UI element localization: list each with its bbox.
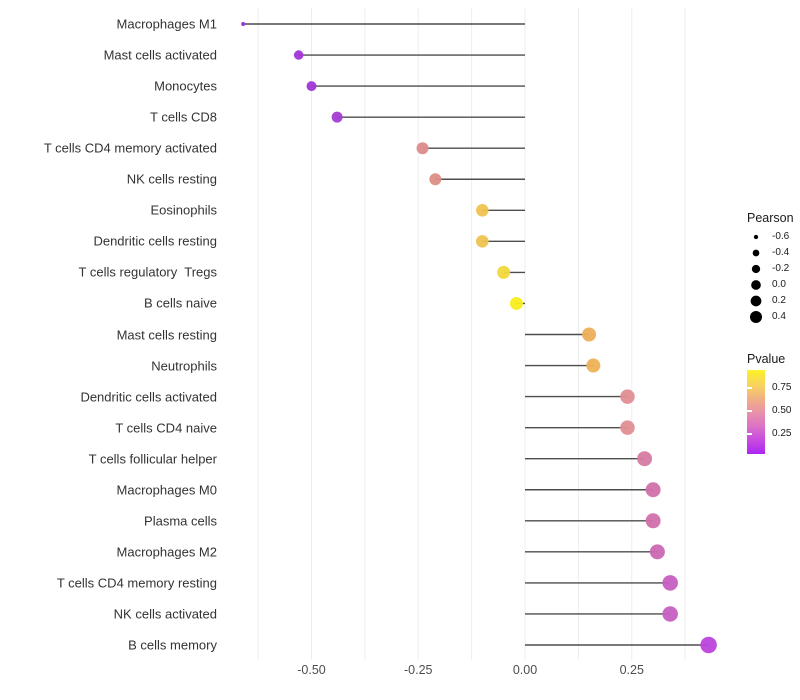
lollipop-dot xyxy=(476,204,489,217)
size-legend-entry-label: -0.4 xyxy=(772,247,790,258)
size-legend-title: Pearson xyxy=(747,211,794,225)
size-legend-dot xyxy=(750,295,762,307)
stems-group xyxy=(243,23,709,646)
lollipop-dot xyxy=(645,513,661,529)
size-legend-entry-label: -0.6 xyxy=(772,231,790,242)
size-legend-entry-label: 0.4 xyxy=(772,311,786,322)
size-legend-dot xyxy=(751,280,761,290)
lollipop-dot xyxy=(509,296,523,310)
color-legend-title: Pvalue xyxy=(747,352,786,366)
y-axis-label: NK cells resting xyxy=(126,171,217,187)
y-axis-label: Monocytes xyxy=(154,78,217,94)
dots-group xyxy=(241,22,717,654)
lollipop-dot xyxy=(582,327,597,342)
y-axis-label: Macrophages M2 xyxy=(116,544,217,560)
y-axis-label: Macrophages M0 xyxy=(116,482,217,498)
x-axis-tick-label: 0.25 xyxy=(619,663,644,677)
y-axis-label: T cells CD4 memory resting xyxy=(56,575,217,591)
lollipop-dot xyxy=(476,235,489,248)
y-axis-label: Neutrophils xyxy=(151,358,217,374)
pvalue-gradient-tick xyxy=(747,432,752,435)
y-axis-label: Eosinophils xyxy=(150,202,218,218)
lollipop-dot xyxy=(645,482,661,498)
y-axis-label: T cells CD4 memory activated xyxy=(43,140,217,156)
lollipop-dot xyxy=(586,358,601,373)
lollipop-dot xyxy=(429,173,442,186)
lollipop-dot xyxy=(662,575,678,591)
y-axis-label: T cells follicular helper xyxy=(88,451,217,467)
size-legend-dot xyxy=(752,249,760,257)
lollipop-dot xyxy=(700,636,717,654)
y-axis-label: B cells memory xyxy=(128,637,217,653)
pvalue-gradient-tick-label: 0.25 xyxy=(772,427,792,439)
lollipop-dot xyxy=(331,111,343,123)
pvalue-gradient-tick xyxy=(747,386,752,389)
lollipop-dot xyxy=(497,265,511,279)
lollipop-dot xyxy=(662,606,678,622)
pvalue-gradient-tick-label: 0.50 xyxy=(772,405,792,417)
size-legend-entry-label: 0.0 xyxy=(772,279,786,290)
size-legend-dots-group xyxy=(750,234,762,323)
y-axis-label: Dendritic cells activated xyxy=(80,389,217,405)
y-axis-label: Macrophages M1 xyxy=(116,16,217,32)
lollipop-dot xyxy=(620,389,635,404)
x-axis-tick-label: -0.50 xyxy=(297,663,326,677)
pvalue-gradient-tick-label: 0.75 xyxy=(772,381,792,393)
lollipop-dot xyxy=(416,142,429,155)
y-axis-label: Plasma cells xyxy=(144,513,217,529)
size-legend-dot xyxy=(750,311,762,323)
y-axis-label: Mast cells activated xyxy=(103,47,217,63)
size-legend-entry-label: -0.2 xyxy=(772,263,790,274)
y-axis-label: T cells regulatory Tregs xyxy=(78,264,217,280)
lollipop-dot xyxy=(620,420,635,435)
size-legend-entry-label: 0.2 xyxy=(772,295,786,306)
x-axis-tick-label: -0.25 xyxy=(404,663,433,677)
y-axis-label: B cells naive xyxy=(144,295,217,311)
size-legend-dot xyxy=(753,234,759,240)
gridlines-group xyxy=(257,8,686,660)
lollipop-dot xyxy=(637,451,653,467)
pvalue-gradient-tick xyxy=(747,410,752,413)
lollipop-dot xyxy=(241,22,246,26)
y-axis-label: T cells CD4 naive xyxy=(115,420,217,436)
y-axis-label: Mast cells resting xyxy=(116,327,217,342)
lollipop-dot xyxy=(649,544,665,560)
y-axis-label: T cells CD8 xyxy=(150,109,217,125)
x-axis-tick-label: 0.00 xyxy=(512,663,538,677)
y-axis-label: Dendritic cells resting xyxy=(93,233,217,249)
size-legend-dot xyxy=(751,264,761,274)
lollipop-dot xyxy=(293,50,304,60)
lollipop-dot xyxy=(306,81,317,92)
y-axis-label: NK cells activated xyxy=(113,606,217,622)
